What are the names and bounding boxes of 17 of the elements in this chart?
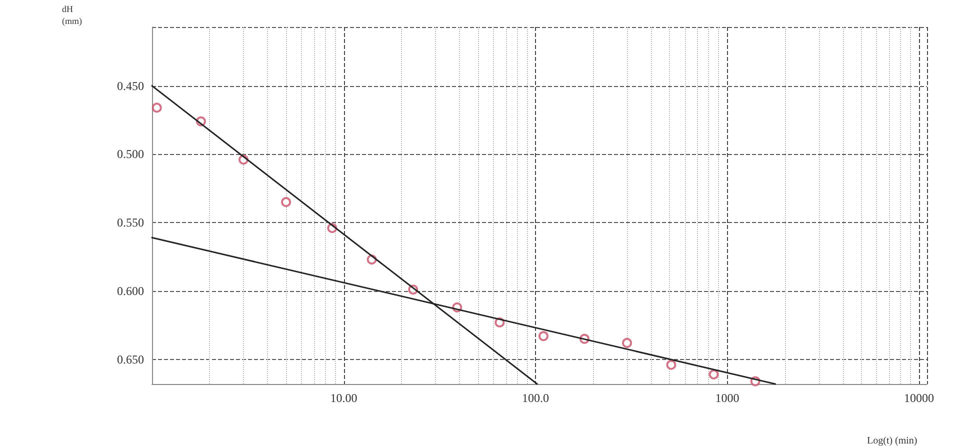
x-tick-label: 10000 (904, 391, 934, 405)
x-axis-title: Log(t) (min) (867, 436, 918, 446)
point (666, 360, 676, 370)
point (622, 338, 632, 348)
y-tick-label: 0.550 (117, 216, 144, 230)
y-tick-label: 0.500 (117, 147, 144, 162)
x-tick-label: 100.0 (522, 391, 550, 405)
x-tick-label: 1000 (715, 391, 740, 405)
point (708, 369, 719, 380)
point (281, 197, 292, 208)
point (152, 102, 162, 113)
y-tick-label: 0.450 (117, 78, 144, 93)
x-tick-label: 10.00 (330, 391, 358, 405)
y-tick-label: 0.650 (117, 352, 144, 366)
y-axis-title: dH (mm) (62, 4, 82, 26)
point (538, 331, 548, 342)
y-tick-label: 0.600 (117, 284, 144, 298)
